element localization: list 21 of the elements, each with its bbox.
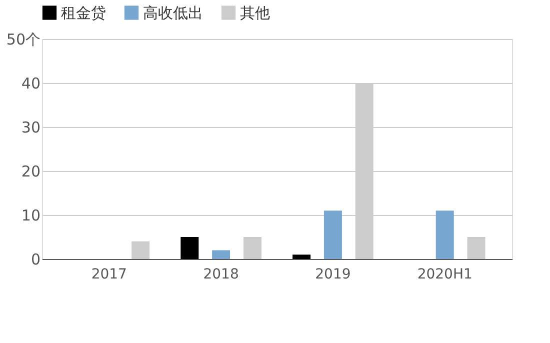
bar — [324, 210, 342, 259]
y-tick-label: 40 — [21, 74, 40, 92]
y-tick-label: 10 — [21, 206, 40, 224]
bar — [467, 237, 486, 259]
x-tick-label: 2020H1 — [417, 266, 472, 282]
y-tick-label: 50个 — [6, 30, 40, 48]
bar — [243, 237, 262, 259]
bar — [292, 254, 311, 259]
y-tick-label: 0 — [30, 250, 40, 268]
bar — [436, 210, 454, 259]
legend-label: 其他 — [240, 4, 270, 22]
y-tick-label: 30 — [21, 118, 40, 136]
x-tick-label: 2017 — [91, 266, 127, 282]
legend-label: 租金贷 — [61, 4, 106, 22]
legend-label: 高收低出 — [143, 4, 203, 22]
bar — [212, 250, 230, 259]
x-tick-label: 2018 — [203, 266, 239, 282]
x-tick-label: 2019 — [315, 266, 351, 282]
bar — [132, 241, 150, 259]
bar — [180, 237, 199, 259]
y-tick-label: 20 — [21, 162, 40, 180]
